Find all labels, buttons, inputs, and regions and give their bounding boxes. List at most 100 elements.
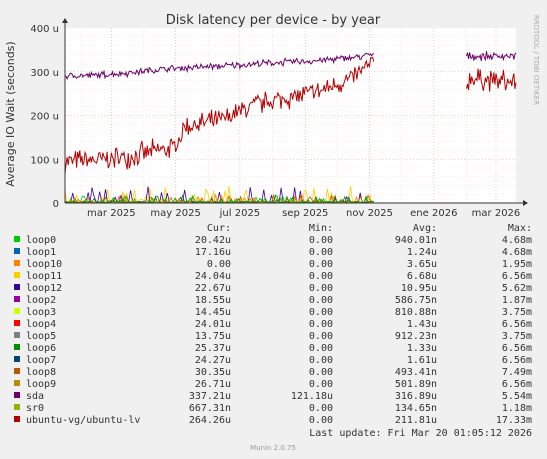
legend-max-value: 17.33m	[496, 415, 532, 426]
legend-series-name: loop4	[26, 319, 56, 330]
legend-swatch	[14, 320, 20, 326]
legend-row-loop7: loop7 24.27u 0.00 1.61u 6.56m	[14, 355, 532, 366]
legend-swatch	[14, 368, 20, 374]
legend-series-name: loop0	[26, 235, 56, 246]
series-line-ubuntu-lv	[64, 56, 375, 175]
y-tick-label: 100 u	[30, 155, 59, 166]
legend-cur-value: 337.21u	[189, 391, 231, 402]
legend-avg-value: 1.43u	[407, 319, 437, 330]
legend-max-value: 6.56m	[502, 343, 532, 354]
legend-min-value: 0.00	[309, 331, 333, 342]
legend-header-avg: Avg:	[413, 223, 437, 234]
legend-row-sda: sda 337.21u 121.18u 316.89u 5.54m	[14, 391, 532, 402]
legend-cur-value: 667.31n	[189, 403, 231, 414]
legend-row-loop6: loop6 25.37u 0.00 1.33u 6.56m	[14, 343, 532, 354]
legend-max-value: 3.75m	[502, 331, 532, 342]
legend-max-value: 6.56m	[502, 319, 532, 330]
y-tick-labels: 0 100 u 200 u 300 u 400 u	[30, 24, 59, 210]
series-lines	[64, 51, 517, 205]
legend-series-name: loop9	[26, 379, 56, 390]
legend-min-value: 0.00	[309, 355, 333, 366]
legend-series-name: loop6	[26, 343, 56, 354]
legend-max-value: 5.54m	[502, 391, 532, 402]
legend-series-name: loop1	[26, 247, 56, 258]
x-tick-label: jul 2025	[219, 208, 261, 219]
legend-min-value: 0.00	[309, 367, 333, 378]
legend-cur-value: 13.75u	[195, 331, 231, 342]
legend-min-value: 0.00	[309, 283, 333, 294]
legend-min-value: 0.00	[309, 319, 333, 330]
legend-swatch	[14, 296, 20, 302]
legend-min-value: 0.00	[309, 343, 333, 354]
legend-row-loop12: loop12 22.67u 0.00 10.95u 5.62m	[14, 283, 532, 294]
legend-swatch	[14, 236, 20, 242]
legend-cur-value: 22.67u	[195, 283, 231, 294]
legend-min-value: 0.00	[309, 259, 333, 270]
legend-series-name: loop2	[26, 295, 56, 306]
legend-max-value: 4.68m	[502, 235, 532, 246]
legend-max-value: 6.56m	[502, 379, 532, 390]
y-tick-label: 400 u	[30, 24, 59, 35]
legend-max-value: 3.75m	[502, 307, 532, 318]
legend-min-value: 0.00	[309, 295, 333, 306]
legend-row-loop3: loop3 14.45u 0.00 810.88n 3.75m	[14, 307, 532, 318]
series-line-ubuntu-lv-after-gap	[466, 68, 517, 92]
last-update: Last update: Fri Mar 20 01:05:12 2026	[309, 428, 532, 439]
legend-max-value: 7.49m	[502, 367, 532, 378]
legend-min-value: 0.00	[309, 247, 333, 258]
legend-cur-value: 14.45u	[195, 307, 231, 318]
x-tick-label: may 2025	[150, 208, 200, 219]
legend-avg-value: 134.65n	[395, 403, 437, 414]
x-tick-label: mar 2025	[87, 208, 136, 219]
legend-series-name: loop12	[26, 283, 62, 294]
legend-cur-value: 24.27u	[195, 355, 231, 366]
x-tick-label: nov 2025	[346, 208, 393, 219]
legend-series-name: loop8	[26, 367, 56, 378]
legend-row-loop10: loop10 0.00 0.00 3.65u 1.95m	[14, 259, 532, 270]
legend-header-max: Max:	[508, 223, 532, 234]
legend-series-name: loop5	[26, 331, 56, 342]
legend-row-loop8: loop8 30.35u 0.00 493.41n 7.49m	[14, 367, 532, 378]
legend: Cur: Min: Avg: Max: loop0 20.42u 0.00 940.0…	[14, 223, 532, 426]
x-tick-label: sep 2025	[282, 208, 328, 219]
legend-max-value: 1.18m	[502, 403, 532, 414]
legend-swatch	[14, 380, 20, 386]
legend-series-name: sr0	[26, 403, 44, 414]
legend-swatch	[14, 260, 20, 266]
legend-max-value: 1.87m	[502, 295, 532, 306]
legend-cur-value: 26.71u	[195, 379, 231, 390]
legend-swatch	[14, 332, 20, 338]
legend-swatch	[14, 356, 20, 362]
legend-max-value: 6.56m	[502, 355, 532, 366]
legend-series-name: loop10	[26, 259, 62, 270]
series-line-sda-after-gap	[466, 51, 517, 62]
legend-avg-value: 316.89u	[395, 391, 437, 402]
legend-series-name: loop7	[26, 355, 56, 366]
series-line-sda	[64, 52, 375, 81]
y-axis-label: Average IO Wait (seconds)	[4, 41, 17, 186]
legend-swatch	[14, 272, 20, 278]
axes	[62, 18, 528, 206]
legend-min-value: 0.00	[309, 415, 333, 426]
legend-header-cur: Cur:	[207, 223, 231, 234]
legend-min-value: 0.00	[309, 403, 333, 414]
legend-cur-value: 30.35u	[195, 367, 231, 378]
munin-version: Munin 2.0.75	[250, 444, 296, 452]
y-tick-label: 300 u	[30, 68, 59, 79]
legend-row-loop9: loop9 26.71u 0.00 501.89n 6.56m	[14, 379, 532, 390]
legend-avg-value: 211.81u	[395, 415, 437, 426]
legend-swatch	[14, 284, 20, 290]
legend-avg-value: 10.95u	[401, 283, 437, 294]
legend-swatch	[14, 392, 20, 398]
legend-swatch	[14, 248, 20, 254]
legend-max-value: 4.68m	[502, 247, 532, 258]
legend-avg-value: 501.89n	[395, 379, 437, 390]
legend-row-loop0: loop0 20.42u 0.00 940.01n 4.68m	[14, 235, 532, 246]
legend-min-value: 0.00	[309, 235, 333, 246]
legend-min-value: 0.00	[309, 379, 333, 390]
legend-row-loop11: loop11 24.04u 0.00 6.68u 6.56m	[14, 271, 532, 282]
legend-row-loop1: loop1 17.16u 0.00 1.24u 4.68m	[14, 247, 532, 258]
legend-avg-value: 810.88n	[395, 307, 437, 318]
